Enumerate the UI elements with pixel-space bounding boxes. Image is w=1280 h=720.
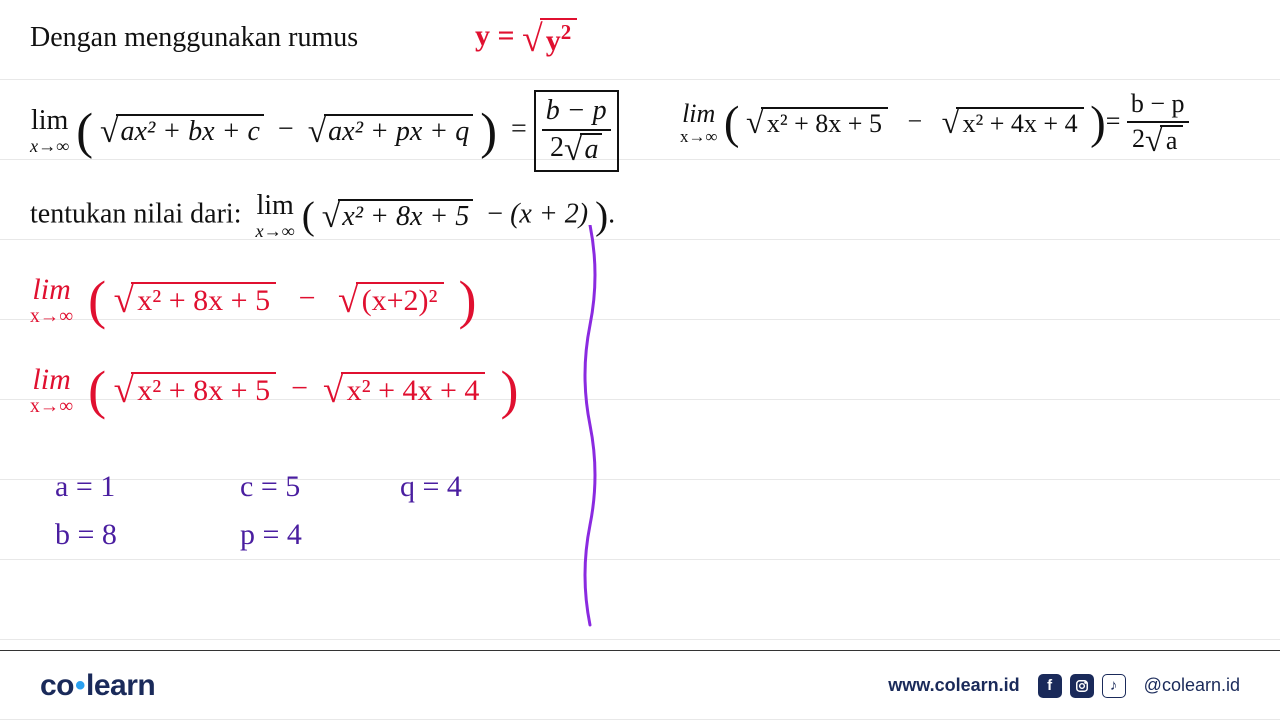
footer-url: www.colearn.id	[888, 675, 1019, 696]
tiktok-icon: ♪	[1102, 674, 1126, 698]
sqrt-1: √ax² + bx + c	[100, 114, 264, 148]
social-icons: f ♪	[1038, 674, 1126, 698]
var-p: p = 4	[240, 518, 302, 552]
red-step-1: lim x→∞ ( √x² + 8x + 5 − √(x+2)² )	[30, 275, 476, 327]
red-annotation-y: y = √y2	[475, 18, 577, 58]
var-q: q = 4	[400, 470, 462, 504]
problem-line: tentukan nilai dari: lim x→∞ ( √x² + 8x …	[30, 192, 615, 240]
facebook-icon: f	[1038, 674, 1062, 698]
red-step-2: lim x→∞ ( √x² + 8x + 5 − √x² + 4x + 4 )	[30, 365, 518, 417]
handwritten-example: lim x→∞ ( √x² + 8x + 5 − √x² + 4x + 4 )=…	[680, 90, 1189, 157]
brand-logo: co•learn	[40, 669, 155, 703]
var-a: a = 1	[55, 470, 115, 504]
lim-symbol: lim x→∞	[30, 107, 69, 155]
sqrt-2: √ax² + px + q	[308, 114, 473, 148]
intro-text: Dengan menggunakan rumus	[30, 22, 358, 54]
formula-main: lim x→∞ ( √ax² + bx + c − √ax² + px + q …	[30, 90, 619, 172]
footer-bar: co•learn www.colearn.id f ♪ @colearn.id	[0, 650, 1280, 720]
var-c: c = 5	[240, 470, 300, 504]
purple-divider	[575, 225, 605, 635]
boxed-result: b − p 2√a	[534, 90, 619, 172]
instagram-icon	[1070, 674, 1094, 698]
footer-handle: @colearn.id	[1144, 675, 1240, 696]
var-b: b = 8	[55, 518, 117, 552]
